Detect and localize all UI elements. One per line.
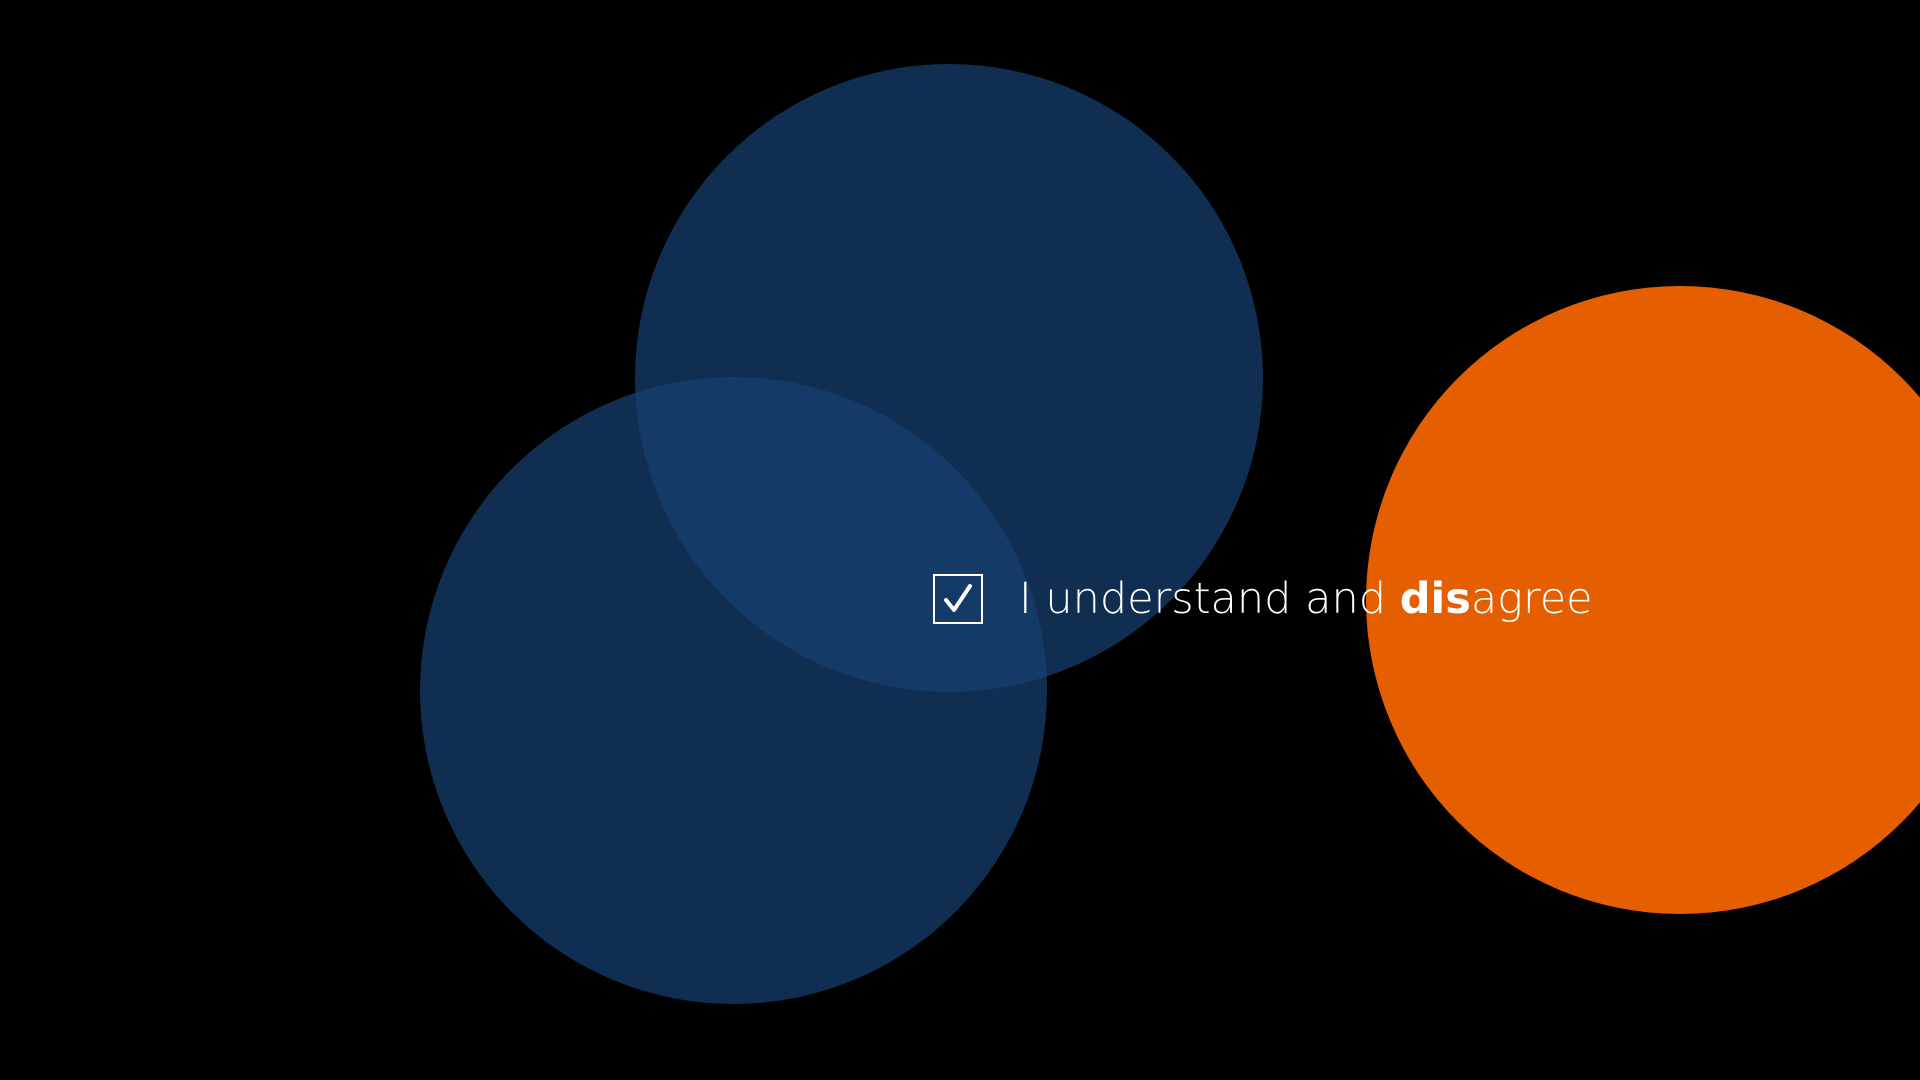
consent-checkbox[interactable] [933, 574, 983, 624]
consent-row: I understand and disagree [933, 572, 1593, 626]
orange-circle [1366, 286, 1920, 914]
consent-label-suffix: agree [1470, 574, 1593, 624]
consent-label-prefix: I understand and [1019, 574, 1400, 624]
checkmark-icon [944, 584, 972, 612]
blue-circle-left [420, 377, 1047, 1004]
consent-label[interactable]: I understand and disagree [1019, 572, 1593, 626]
consent-label-bold: dis [1399, 574, 1471, 624]
